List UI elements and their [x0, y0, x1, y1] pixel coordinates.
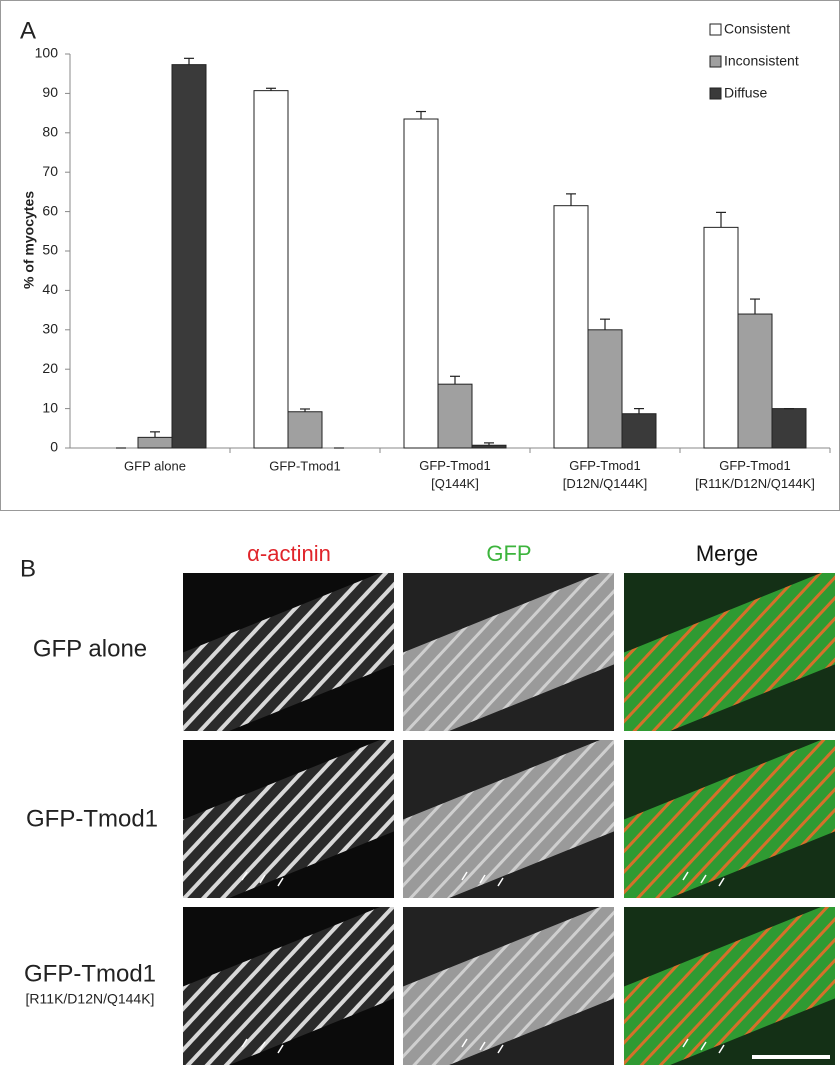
- bar: [403, 118, 439, 449]
- legend-label: Diffuse: [724, 85, 768, 101]
- micrographs: [183, 573, 835, 1065]
- bar: [737, 313, 773, 449]
- y-tick-label: 90: [42, 84, 58, 100]
- error-bar: [266, 87, 276, 91]
- y-tick-label: 40: [42, 281, 58, 297]
- myocyte: [624, 907, 835, 1065]
- error-bar: [716, 211, 726, 228]
- bar: [621, 413, 657, 449]
- column-header: Merge: [696, 541, 758, 566]
- micrograph: [183, 573, 394, 731]
- error-bar: [150, 431, 160, 438]
- legend-swatch: [709, 23, 722, 36]
- bar: [587, 329, 623, 449]
- micrograph: [624, 740, 835, 898]
- row-label: GFP-Tmod1: [26, 805, 158, 832]
- arrow: [259, 874, 266, 884]
- micrograph: [403, 740, 614, 898]
- error-bar: [634, 408, 644, 414]
- legend-label: Consistent: [724, 21, 790, 37]
- myocyte: [183, 573, 394, 731]
- bar: [471, 444, 507, 449]
- y-tick-label: 50: [42, 242, 58, 258]
- arrow: [241, 871, 248, 881]
- error-bar: [484, 442, 494, 446]
- bar: [437, 383, 473, 449]
- arrow: [479, 874, 486, 884]
- myocyte: [624, 740, 835, 898]
- bar: [287, 411, 323, 449]
- y-tick-label: 60: [42, 202, 58, 218]
- arrow: [497, 1044, 504, 1054]
- bar: [553, 205, 589, 449]
- myocyte: [403, 907, 614, 1065]
- bar: [171, 64, 207, 449]
- legend-swatch: [709, 87, 722, 100]
- arrow: [682, 871, 689, 881]
- myocyte: [403, 573, 614, 731]
- micrograph: [624, 907, 835, 1065]
- x-tick-label: GFP-Tmod1: [269, 458, 341, 473]
- micrograph: [624, 573, 835, 731]
- error-bar: [450, 375, 460, 385]
- arrow: [718, 877, 725, 887]
- arrow: [700, 874, 707, 884]
- error-bar: [600, 318, 610, 330]
- arrow: [479, 1041, 486, 1051]
- micrograph: [403, 907, 614, 1065]
- panel-label: A: [20, 17, 36, 44]
- myocyte: [183, 907, 394, 1065]
- bar: [771, 408, 807, 449]
- x-tick-label: GFP-Tmod1 [R11K/D12N/Q144K]: [695, 458, 815, 491]
- myocyte: [624, 573, 835, 731]
- error-bar: [566, 193, 576, 206]
- error-bar: [416, 110, 426, 120]
- row-label: GFP alone: [33, 635, 147, 662]
- error-bar: [750, 298, 760, 315]
- arrow: [718, 1044, 725, 1054]
- y-tick-label: 80: [42, 124, 58, 140]
- arrow: [497, 877, 504, 887]
- y-tick-label: 10: [42, 399, 58, 415]
- arrow: [277, 877, 284, 887]
- arrow: [241, 1038, 248, 1048]
- myocyte: [183, 740, 394, 898]
- x-tick-label: GFP-Tmod1 [Q144K]: [419, 458, 491, 491]
- column-header: GFP: [486, 541, 531, 566]
- micrograph: [183, 907, 394, 1065]
- y-tick-label: 100: [35, 45, 59, 61]
- legend-label: Inconsistent: [724, 53, 799, 69]
- arrow: [682, 1038, 689, 1048]
- y-axis-label: % of myocytes: [21, 191, 37, 289]
- y-tick-label: 70: [42, 163, 58, 179]
- y-tick-label: 0: [50, 439, 58, 455]
- bar: [703, 226, 739, 449]
- error-bar: [184, 57, 194, 65]
- bar: [253, 90, 289, 449]
- myocyte: [403, 740, 614, 898]
- micrograph: [403, 573, 614, 731]
- bar: [137, 436, 173, 449]
- arrow: [277, 1044, 284, 1054]
- x-tick-label: GFP alone: [124, 458, 186, 473]
- arrow: [461, 1038, 468, 1048]
- row-sublabel: [R11K/D12N/Q144K]: [26, 991, 155, 1007]
- panel-label: B: [20, 555, 36, 582]
- arrow: [259, 1041, 266, 1051]
- y-tick-label: 30: [42, 321, 58, 337]
- column-header: α-actinin: [247, 541, 331, 566]
- y-tick-label: 20: [42, 360, 58, 376]
- arrow: [700, 1041, 707, 1051]
- legend-swatch: [709, 55, 722, 68]
- x-tick-label: GFP-Tmod1 [D12N/Q144K]: [563, 458, 648, 491]
- micrograph: [183, 740, 394, 898]
- row-label: GFP-Tmod1: [24, 960, 156, 987]
- arrow: [461, 871, 468, 881]
- error-bar: [300, 408, 310, 412]
